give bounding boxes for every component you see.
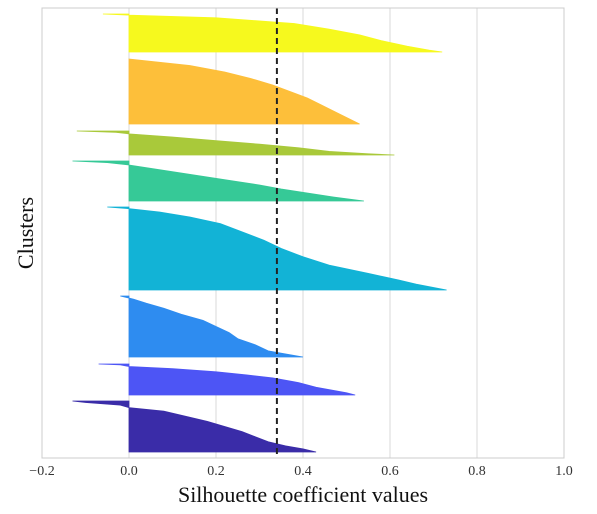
x-tick-labels: −0.2 0.0 0.2 0.4 0.6 0.8 1.0 [29,464,572,479]
cluster-silhouette-area [98,363,356,396]
cluster-silhouette-area [102,13,443,53]
y-axis-label: Clusters [13,197,38,269]
cluster-silhouette-area [76,130,395,156]
x-tick-label: 0.8 [468,464,486,479]
cluster-silhouette-area [120,295,304,358]
x-tick-label: 0.2 [207,464,225,479]
cluster-silhouette-area [72,400,317,453]
x-tick-label: 0.6 [381,464,399,479]
cluster-silhouette-area [128,58,360,125]
plot-frame [41,7,565,459]
x-axis-label: Silhouette coefficient values [178,482,428,507]
x-tick-label: 1.0 [555,464,573,479]
x-tick-label: 0.0 [120,464,138,479]
x-tick-label: 0.4 [294,464,312,479]
x-tick-label: −0.2 [29,464,54,479]
cluster-silhouette-area [72,160,364,202]
